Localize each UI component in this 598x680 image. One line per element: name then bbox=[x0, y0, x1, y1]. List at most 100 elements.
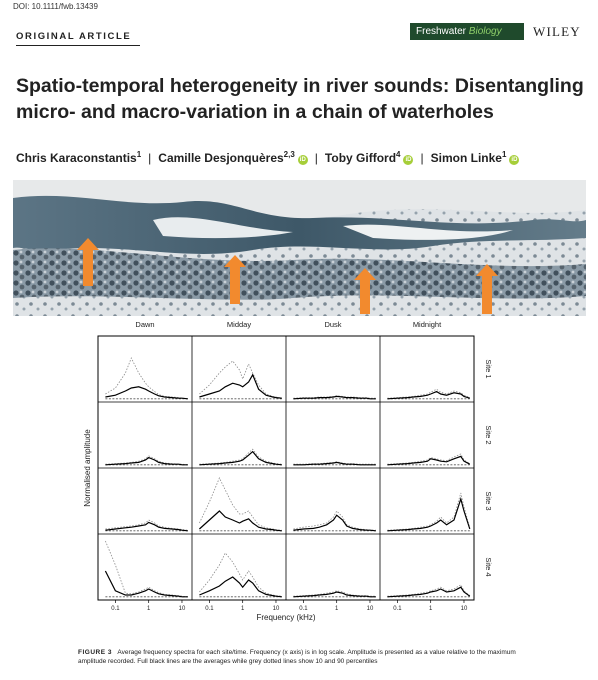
divider bbox=[16, 45, 140, 46]
journal-name-suffix: Biology bbox=[468, 26, 502, 37]
spectrum-panel bbox=[105, 519, 188, 532]
y-axis-label: Normalised amplitude bbox=[83, 429, 92, 507]
site-arrow bbox=[77, 238, 99, 286]
mean-line bbox=[293, 395, 376, 400]
spectrum-panel bbox=[199, 552, 282, 598]
mean-line bbox=[293, 461, 376, 466]
mean-line bbox=[104, 570, 188, 598]
spectrum-panel bbox=[293, 590, 376, 598]
p90-line bbox=[199, 552, 282, 597]
x-tick-label: 0.1 bbox=[393, 606, 402, 612]
row-label: Site 4 bbox=[484, 557, 493, 576]
mean-line bbox=[387, 390, 470, 400]
doi[interactable]: DOI: 10.1111/fwb.13439 bbox=[13, 2, 98, 11]
author-affiliation: 1 bbox=[501, 150, 507, 159]
p90-line bbox=[105, 540, 188, 598]
mean-line bbox=[199, 450, 282, 466]
p90-line bbox=[105, 455, 188, 466]
spectrum-panel bbox=[199, 448, 282, 466]
x-tick-label: 10 bbox=[273, 606, 280, 612]
author-separator: | bbox=[314, 151, 318, 165]
column-label: Midday bbox=[227, 320, 251, 329]
p90-line bbox=[105, 357, 188, 400]
journal-name-prefix: Freshwater bbox=[416, 26, 467, 37]
publisher-logo[interactable]: WILEY bbox=[533, 24, 581, 39]
p90-line bbox=[199, 448, 282, 465]
mean-line bbox=[387, 455, 471, 466]
p90-line bbox=[293, 590, 376, 597]
spectrum-panel bbox=[387, 584, 471, 598]
author-name: Toby Gifford bbox=[324, 151, 397, 165]
mean-line bbox=[387, 586, 471, 598]
author-list: Chris Karaconstantis1 | Camille Desjonquèr… bbox=[16, 150, 520, 165]
x-tick-label: 10 bbox=[461, 606, 468, 612]
author-affiliation: 4 bbox=[396, 150, 401, 159]
mean-line bbox=[198, 510, 282, 532]
p90-line bbox=[387, 453, 471, 465]
spectrum-panel bbox=[293, 395, 376, 400]
journal-logo[interactable]: Freshwater Biology bbox=[410, 23, 524, 40]
spectra-figure: Dawn Midday Dusk Midnight Site 1 Site 2 Site 3… bbox=[83, 320, 493, 622]
p90-line bbox=[293, 510, 376, 531]
x-tick-label: 1 bbox=[429, 606, 433, 612]
figure-caption: FIGURE 3 Average frequency spectra for e… bbox=[78, 648, 518, 666]
spectrum-panel bbox=[387, 492, 471, 532]
mean-line bbox=[199, 576, 282, 598]
x-tick-label: 1 bbox=[335, 606, 339, 612]
p90-line bbox=[199, 360, 282, 399]
site-arrow bbox=[224, 255, 246, 304]
p90-line bbox=[199, 477, 282, 531]
caption-text: Average frequency spectra for each site/… bbox=[78, 649, 516, 665]
spectrum-panel bbox=[105, 357, 188, 400]
column-label: Midnight bbox=[413, 320, 442, 329]
article-title: Spatio-temporal heterogeneity in river s… bbox=[16, 75, 584, 123]
site-arrow bbox=[476, 264, 498, 314]
spectrum-panel bbox=[387, 388, 470, 400]
mean-line bbox=[293, 591, 376, 598]
author-separator: | bbox=[420, 151, 424, 165]
row-label: Site 1 bbox=[484, 359, 493, 378]
x-tick-label: 1 bbox=[147, 606, 151, 612]
mean-line bbox=[105, 521, 188, 532]
p90-line bbox=[387, 492, 471, 531]
spectrum-panel bbox=[293, 510, 376, 532]
orcid-icon[interactable]: iD bbox=[403, 155, 414, 165]
p90-line bbox=[387, 584, 471, 597]
orcid-icon[interactable]: iD bbox=[509, 155, 520, 165]
mean-line bbox=[199, 373, 282, 399]
author-name: Chris Karaconstantis bbox=[16, 151, 137, 165]
x-tick-label: 0.1 bbox=[205, 606, 214, 612]
author-separator: | bbox=[148, 151, 152, 165]
x-tick-label: 0.1 bbox=[111, 606, 120, 612]
figure-label: FIGURE 3 bbox=[78, 649, 112, 656]
spectrum-panel bbox=[105, 455, 188, 466]
author-1[interactable]: Chris Karaconstantis1 bbox=[16, 150, 142, 165]
spectrum-panel bbox=[387, 453, 471, 466]
x-tick-label: 0.1 bbox=[299, 606, 308, 612]
x-tick-label: 10 bbox=[367, 606, 374, 612]
site-arrow bbox=[354, 268, 376, 314]
row-label: Site 3 bbox=[484, 491, 493, 510]
mean-line bbox=[105, 386, 188, 400]
x-axis-label: Frequency (kHz) bbox=[256, 613, 315, 622]
mean-line bbox=[105, 456, 188, 466]
spectrum-panel bbox=[198, 477, 282, 532]
orcid-icon[interactable]: iD bbox=[297, 155, 308, 165]
author-4[interactable]: Simon Linke1iD bbox=[430, 150, 520, 165]
author-name: Camille Desjonquères bbox=[158, 151, 284, 165]
aerial-photo bbox=[13, 180, 586, 316]
x-tick-label: 10 bbox=[179, 606, 186, 612]
row-label: Site 2 bbox=[484, 425, 493, 444]
author-affiliation: 2,3 bbox=[283, 150, 295, 159]
author-2[interactable]: Camille Desjonquères2,3iD bbox=[158, 150, 308, 165]
author-3[interactable]: Toby Gifford4iD bbox=[324, 150, 414, 165]
site-arrows bbox=[77, 238, 498, 314]
column-label: Dusk bbox=[324, 320, 341, 329]
mean-line bbox=[387, 496, 471, 532]
author-name: Simon Linke bbox=[430, 151, 502, 165]
spectrum-panel bbox=[104, 540, 188, 598]
column-label: Dawn bbox=[135, 320, 154, 329]
x-tick-label: 1 bbox=[241, 606, 245, 612]
author-affiliation: 1 bbox=[136, 150, 142, 159]
article-type-label: ORIGINAL ARTICLE bbox=[16, 31, 132, 42]
